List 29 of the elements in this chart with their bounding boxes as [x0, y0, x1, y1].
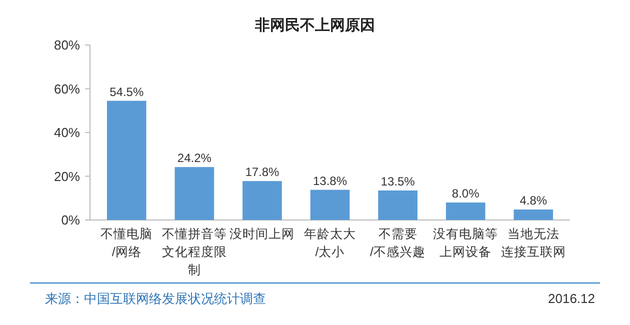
data-label: 17.8%: [245, 165, 280, 180]
bar: [106, 100, 146, 220]
y-tick-label: 0%: [61, 212, 80, 228]
data-label: 54.5%: [110, 84, 144, 99]
bar: [310, 190, 350, 220]
bar: [378, 190, 418, 220]
y-tick-label: 60%: [54, 81, 80, 96]
bar: [446, 202, 486, 220]
x-tick-label: 没时间上网: [230, 227, 295, 241]
source-note: 来源：中国互联网络发展状况统计调查: [45, 291, 266, 306]
x-tick-label: 年龄太大/太小: [304, 227, 356, 259]
data-label: 4.8%: [520, 194, 548, 208]
data-label: 13.8%: [312, 174, 348, 188]
bar: [242, 181, 282, 220]
data-label: 8.0%: [452, 186, 480, 200]
x-tick-label: 不需要/不感兴趣: [370, 227, 426, 259]
bar: [514, 210, 554, 220]
x-tick-label: 不懂拼音等文化程度限制: [162, 227, 227, 277]
y-tick-label: 80%: [54, 38, 80, 53]
text: 2016.12: [548, 291, 595, 306]
data-label: 24.2%: [177, 151, 212, 166]
data-label: 13.5%: [380, 174, 416, 188]
y-tick-label: 20%: [54, 168, 80, 184]
y-tick-label: 40%: [54, 125, 80, 140]
x-tick-label: 当地无法连接互联网: [500, 227, 566, 259]
chart-title: 非网民不上网原因: [254, 17, 375, 34]
x-tick-label: 没有电脑等上网设备: [433, 227, 498, 259]
x-tick-label: 不懂电脑/网络: [100, 227, 153, 259]
bar: [174, 167, 214, 220]
